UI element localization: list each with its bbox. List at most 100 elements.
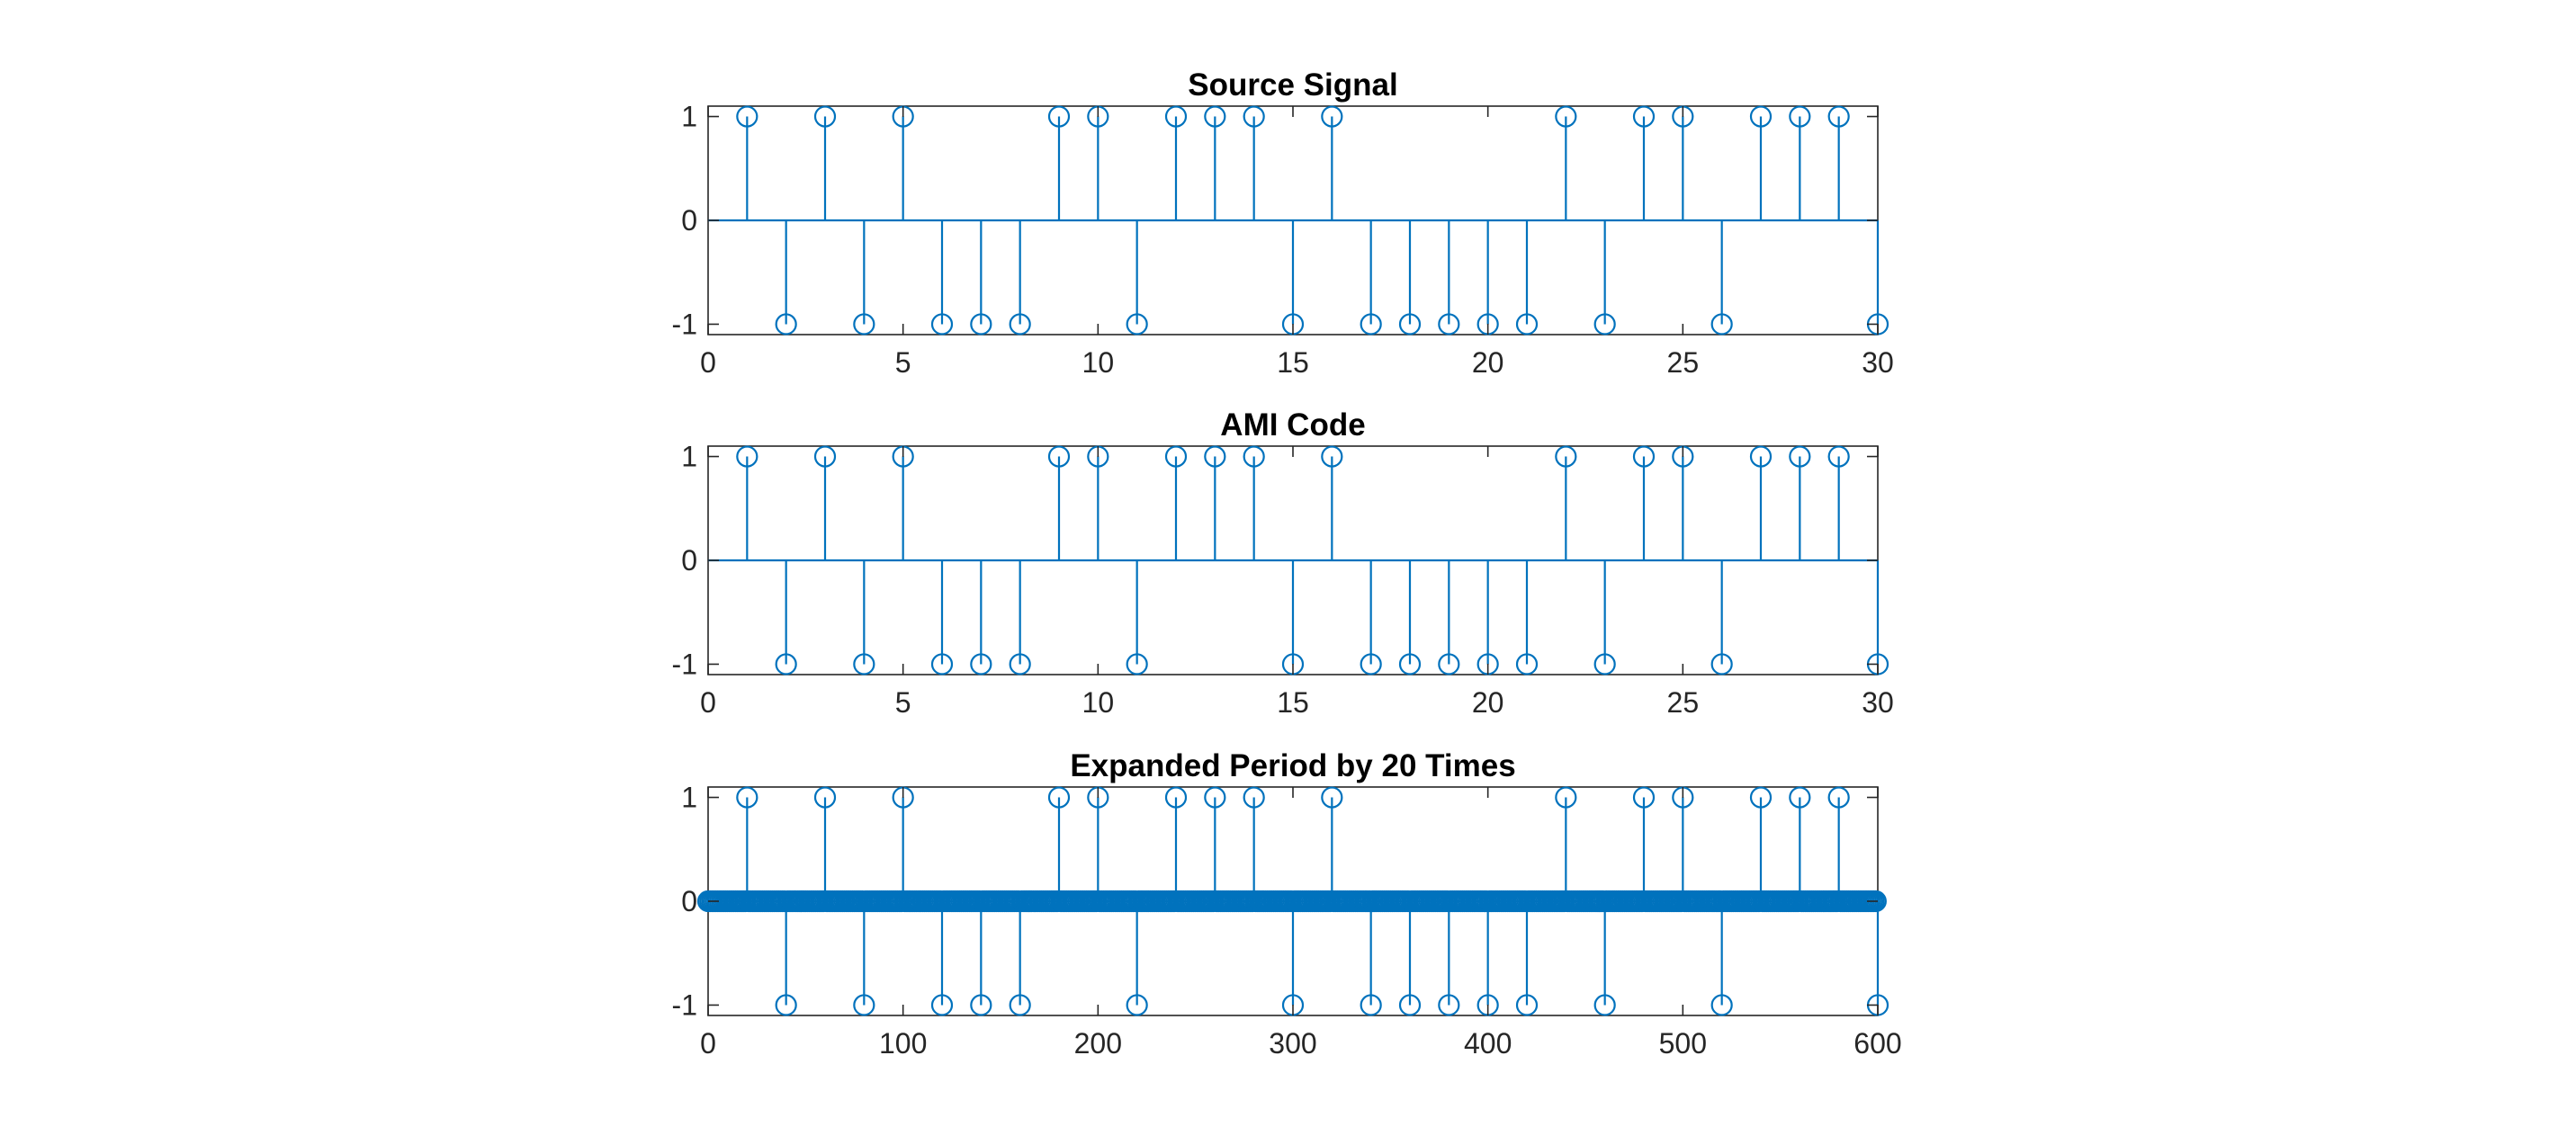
stem-marker	[1632, 786, 1656, 809]
stem-marker	[930, 313, 954, 335]
stem-marker	[970, 994, 992, 1016]
x-tick-label: 5	[895, 346, 911, 379]
stem-marker	[1438, 653, 1460, 675]
stem-marker	[1321, 786, 1343, 809]
x-tick-label: 20	[1472, 686, 1504, 719]
stem-marker	[853, 313, 875, 335]
stem-marker	[1515, 313, 1539, 335]
stem-marker	[1827, 105, 1850, 128]
stem-marker	[813, 445, 837, 468]
stem-marker	[1009, 653, 1031, 675]
stem-marker	[775, 653, 797, 675]
y-tick-label: -1	[672, 988, 697, 1021]
chart-title: Expanded Period by 20 Times	[1070, 748, 1515, 783]
stem-marker	[1009, 313, 1031, 335]
stem-marker	[930, 653, 954, 675]
y-tick-label: 0	[681, 204, 697, 237]
stem-marker	[1009, 994, 1031, 1016]
x-tick-label: 0	[700, 346, 716, 379]
stem-marker	[1710, 313, 1733, 335]
x-tick-label: 0	[700, 686, 716, 719]
stem-marker	[1789, 105, 1811, 128]
y-tick-label: 0	[681, 544, 697, 577]
stem-marker	[1398, 313, 1422, 335]
x-tick-label: 100	[879, 1027, 927, 1060]
stem-marker	[1243, 786, 1265, 809]
stem-marker	[1593, 994, 1616, 1016]
y-tick-label: 1	[681, 101, 697, 133]
x-tick-label: 0	[700, 1027, 716, 1060]
stem-marker	[1632, 105, 1656, 128]
stem-marker	[1126, 313, 1148, 335]
stem-marker	[1749, 445, 1773, 468]
x-tick-label: 30	[1862, 686, 1894, 719]
y-tick-label: -1	[672, 648, 697, 680]
x-tick-label: 400	[1464, 1027, 1512, 1060]
stem-marker	[1360, 653, 1382, 675]
stem-marker	[1864, 890, 1887, 913]
stem-marker	[1164, 105, 1188, 128]
stem-marker	[1515, 994, 1539, 1016]
stem-marker	[1398, 653, 1422, 675]
stem-marker	[1164, 445, 1188, 468]
x-tick-label: 300	[1269, 1027, 1316, 1060]
subplot-source-signal: Source Signal 0 5 10 15 20 25 30-101	[672, 67, 1894, 379]
stem-marker	[853, 653, 875, 675]
stem-marker	[1164, 786, 1188, 809]
x-tick-label: 20	[1472, 346, 1504, 379]
stem-marker	[813, 105, 837, 128]
stem-marker	[775, 313, 797, 335]
stem-marker	[1243, 445, 1265, 468]
stem-marker	[1710, 994, 1733, 1016]
stem-marker	[1555, 105, 1577, 128]
stem-marker	[930, 994, 954, 1016]
stem-marker	[1204, 786, 1226, 809]
stem-marker	[970, 653, 992, 675]
stem-marker	[1321, 445, 1343, 468]
stem-marker	[1827, 445, 1850, 468]
stem-marker	[775, 994, 797, 1016]
stem-marker	[1126, 653, 1148, 675]
x-tick-label: 25	[1667, 686, 1700, 719]
stem-marker	[736, 786, 758, 809]
stem-marker	[1047, 445, 1071, 468]
x-tick-label: 5	[895, 686, 911, 719]
stem-marker	[1555, 445, 1577, 468]
x-tick-label: 25	[1667, 346, 1700, 379]
stem-marker	[813, 786, 837, 809]
x-tick-label: 30	[1862, 346, 1894, 379]
subplot-expanded-period: Expanded Period by 20 Times 0 100 200 300 40…	[672, 748, 1902, 1060]
x-tick-label: 10	[1082, 686, 1115, 719]
y-tick-label: 0	[681, 885, 697, 917]
stem-marker	[1827, 786, 1850, 809]
stem-marker	[1047, 105, 1071, 128]
chart-title: Source Signal	[1188, 67, 1397, 103]
x-tick-label: 200	[1074, 1027, 1122, 1060]
stem-marker	[1515, 653, 1539, 675]
stem-marker	[1204, 105, 1226, 128]
stem-marker	[1204, 445, 1226, 468]
stem-marker	[1555, 786, 1577, 809]
stem-marker	[1749, 786, 1773, 809]
stem-marker	[1749, 105, 1773, 128]
x-tick-label: 600	[1853, 1027, 1901, 1060]
subplot-ami-code: AMI Code 0 5 10 15 20 25 30-101	[672, 407, 1894, 719]
stem-marker	[970, 313, 992, 335]
stem-marker	[1398, 994, 1422, 1016]
stem-marker	[1047, 786, 1071, 809]
stem-marker	[1243, 105, 1265, 128]
y-tick-label: 1	[681, 782, 697, 814]
stem-marker	[1321, 105, 1343, 128]
stem-marker	[736, 445, 758, 468]
chart-title: AMI Code	[1220, 407, 1365, 443]
stem-marker	[1593, 653, 1616, 675]
stem-marker	[1789, 445, 1811, 468]
stem-marker	[1438, 994, 1460, 1016]
stem-marker	[1789, 786, 1811, 809]
stem-marker	[1360, 994, 1382, 1016]
x-tick-label: 10	[1082, 346, 1115, 379]
x-tick-label: 15	[1277, 686, 1309, 719]
stem-marker	[1360, 313, 1382, 335]
stem-marker	[736, 105, 758, 128]
